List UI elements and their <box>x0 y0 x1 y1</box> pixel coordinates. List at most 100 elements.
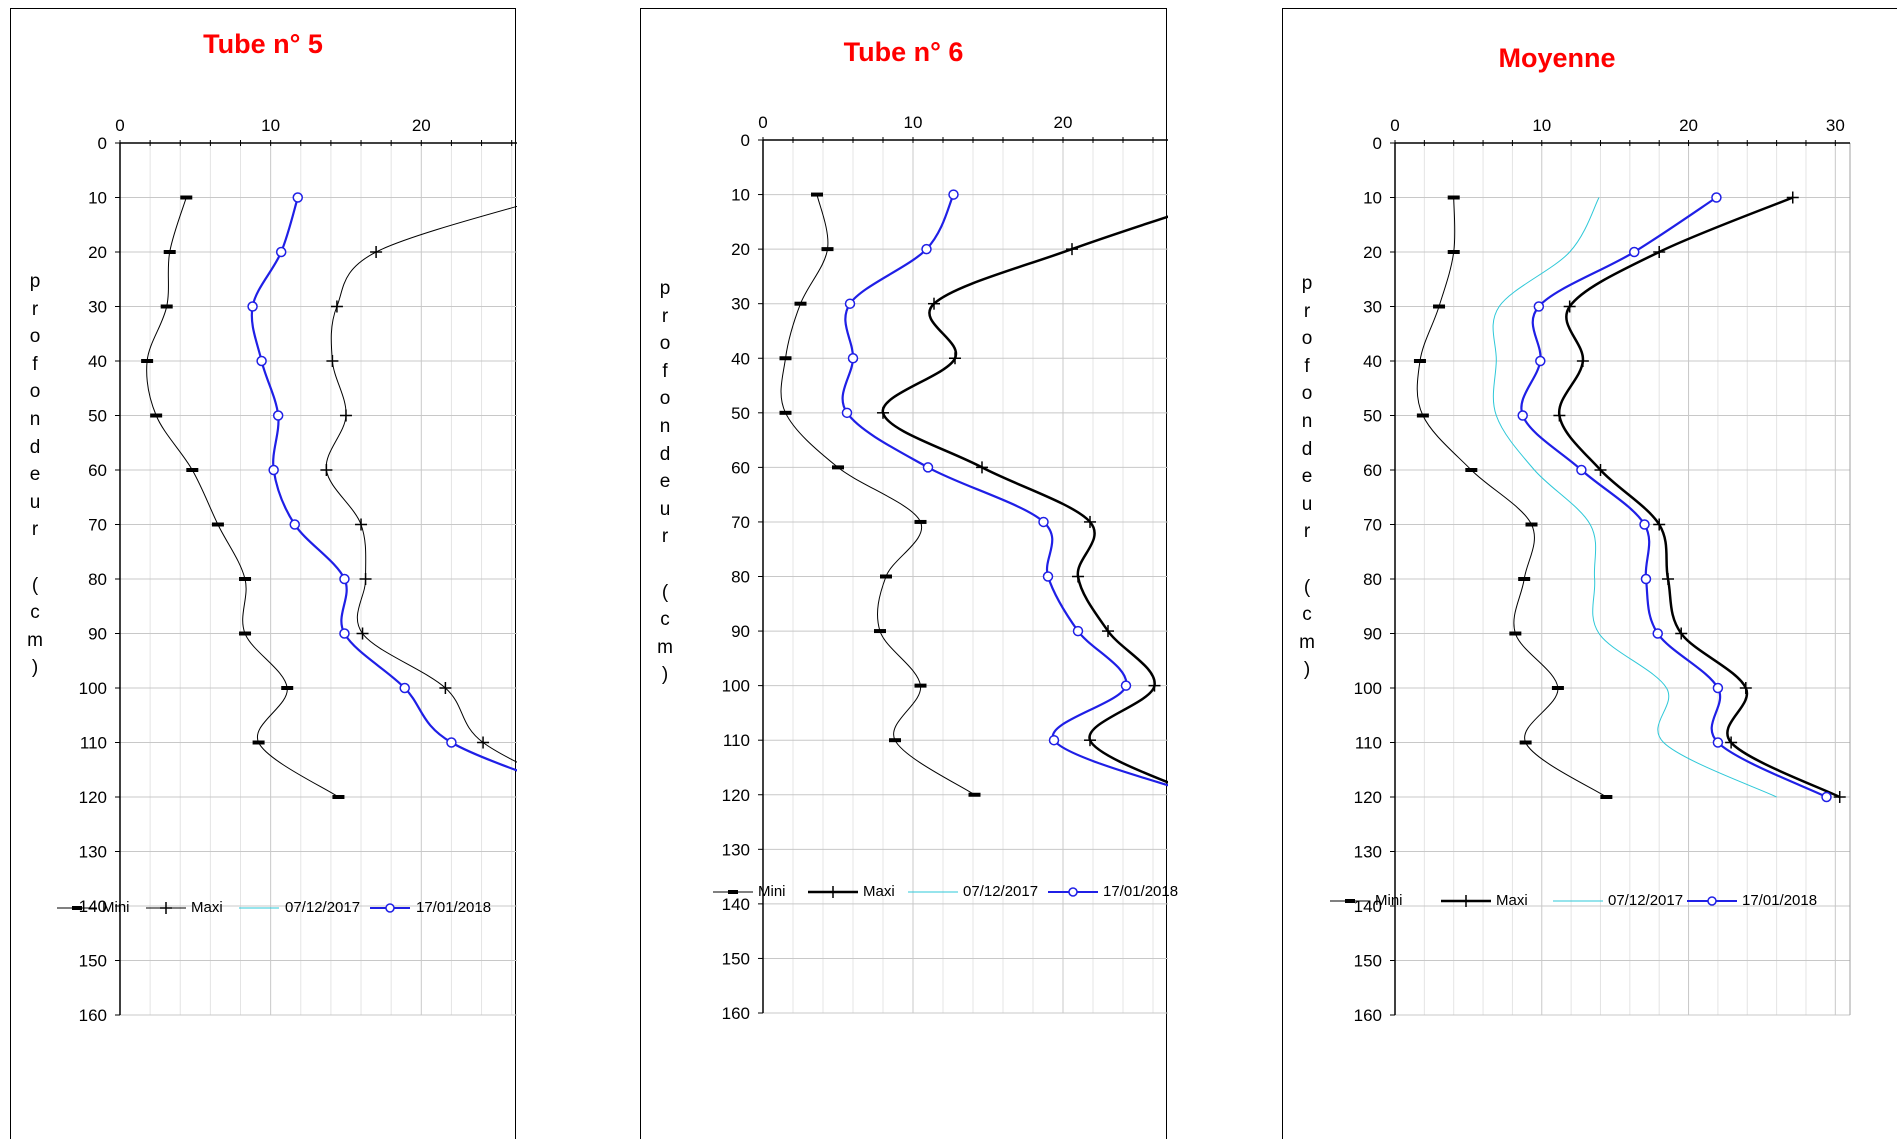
data-point-date2 <box>292 192 304 203</box>
x-tick-label: 30 <box>1826 116 1845 135</box>
y-axis-label-char: e <box>29 464 41 486</box>
data-point-date2 <box>1072 625 1084 637</box>
y-tick-label: 30 <box>731 295 750 314</box>
data-point-date2 <box>268 464 279 476</box>
series-line-17-01-2018 <box>841 194 1168 787</box>
y-tick-label: 130 <box>1354 843 1382 862</box>
y-axis-label-char: f <box>1304 355 1310 377</box>
y-axis-label-char: r <box>31 298 39 320</box>
x-tick-label: 0 <box>115 116 124 135</box>
legend: Mini Maxi 07/12/2017 17/01/2018 <box>713 883 1179 900</box>
data-point-date2 <box>1120 680 1132 691</box>
data-point-date2 <box>847 353 859 364</box>
data-point-date2 <box>841 407 853 419</box>
y-axis-label-char: r <box>661 305 669 327</box>
y-tick-label: 70 <box>88 516 107 535</box>
y-tick-label: 30 <box>88 298 107 317</box>
data-point-date2 <box>399 682 410 694</box>
y-tick-label: 140 <box>722 895 750 914</box>
data-point-date2 <box>1048 734 1060 746</box>
y-axis-label-char: r <box>1303 300 1311 322</box>
y-tick-label: 40 <box>1363 352 1382 371</box>
data-point-date2 <box>256 355 267 367</box>
data-point-date2 <box>1711 192 1722 203</box>
y-axis-label-char: r <box>1303 521 1311 543</box>
y-tick-label: 20 <box>731 240 750 259</box>
y-axis-label-char: ) <box>31 657 39 679</box>
y-axis-label-char: o <box>29 381 41 403</box>
data-point-date2 <box>922 462 934 473</box>
y-tick-label: 140 <box>1354 897 1382 916</box>
y-tick-label: 50 <box>731 404 750 423</box>
y-axis-label-char: o <box>29 326 41 348</box>
y-tick-label: 80 <box>1363 570 1382 589</box>
y-tick-label: 120 <box>79 788 107 807</box>
y-tick-label: 110 <box>1355 734 1382 753</box>
x-tick-label: 10 <box>261 116 280 135</box>
x-tick-label: 20 <box>1054 113 1073 132</box>
y-axis-label-char: m <box>1299 631 1315 653</box>
y-axis-label-char: d <box>29 436 41 458</box>
y-axis-label-char: o <box>1301 383 1313 405</box>
data-point-date2 <box>948 189 959 200</box>
y-tick-label: 100 <box>1354 679 1382 698</box>
y-axis-label-char: p <box>29 271 41 292</box>
y-axis-label-char: p <box>659 278 671 299</box>
y-axis-label-char: e <box>1301 466 1313 488</box>
y-axis-label-char: u <box>659 498 671 520</box>
y-tick-label: 0 <box>1373 134 1382 153</box>
y-axis-label-char: d <box>659 443 671 465</box>
data-point-date2 <box>275 246 287 258</box>
data-point-date2 <box>339 573 350 585</box>
chart-title: Tube n° 6 <box>843 37 964 67</box>
series-line-mini <box>780 194 975 796</box>
series-line-17-01-2018 <box>250 197 517 772</box>
y-axis-label-char: c <box>1302 604 1312 626</box>
y-tick-label: 0 <box>98 134 107 153</box>
y-axis-label-char: m <box>657 636 673 658</box>
data-point-date2 <box>844 298 856 309</box>
y-tick-label: 100 <box>79 679 107 698</box>
y-tick-label: 10 <box>88 189 107 208</box>
y-axis-label-char: ) <box>661 664 669 686</box>
y-tick-label: 160 <box>722 1004 750 1023</box>
y-tick-label: 90 <box>731 622 750 641</box>
y-tick-label: 70 <box>1363 516 1382 535</box>
y-axis-label-char: n <box>1301 410 1313 432</box>
y-tick-label: 60 <box>731 458 750 477</box>
data-point-date2 <box>272 410 284 421</box>
y-tick-label: 150 <box>722 949 750 968</box>
y-axis-label-char: o <box>659 333 671 355</box>
y-tick-label: 80 <box>731 568 750 587</box>
series-line-maxi <box>325 205 517 763</box>
data-point-date2 <box>1712 737 1724 748</box>
y-axis-label-char: f <box>662 360 668 382</box>
data-point-date2 <box>1712 682 1724 694</box>
data-point-date2 <box>1042 571 1054 582</box>
y-tick-label: 80 <box>88 570 107 589</box>
plot-svg: 0102030010203040506070809010011012013014… <box>722 113 1168 1023</box>
y-axis-label-char: e <box>659 471 671 493</box>
y-axis-label-char: u <box>1301 493 1313 515</box>
y-tick-label: 40 <box>731 349 750 368</box>
series-line-07-12-2017 <box>1492 197 1777 798</box>
series-line-maxi <box>1558 196 1841 799</box>
y-tick-label: 30 <box>1363 298 1382 317</box>
y-axis-label-char: n <box>659 415 671 437</box>
y-axis-label-char: r <box>31 519 39 541</box>
y-tick-label: 10 <box>731 186 750 205</box>
y-axis-label-char: o <box>659 388 671 410</box>
series-line-mini <box>146 197 339 798</box>
x-tick-label: 20 <box>1679 116 1698 135</box>
x-tick-label: 0 <box>758 113 767 132</box>
y-axis-label-char: p <box>1301 273 1313 294</box>
y-tick-label: 110 <box>723 731 750 750</box>
y-tick-label: 40 <box>88 352 107 371</box>
data-point-date2 <box>1038 516 1049 528</box>
y-tick-label: 90 <box>88 625 107 644</box>
